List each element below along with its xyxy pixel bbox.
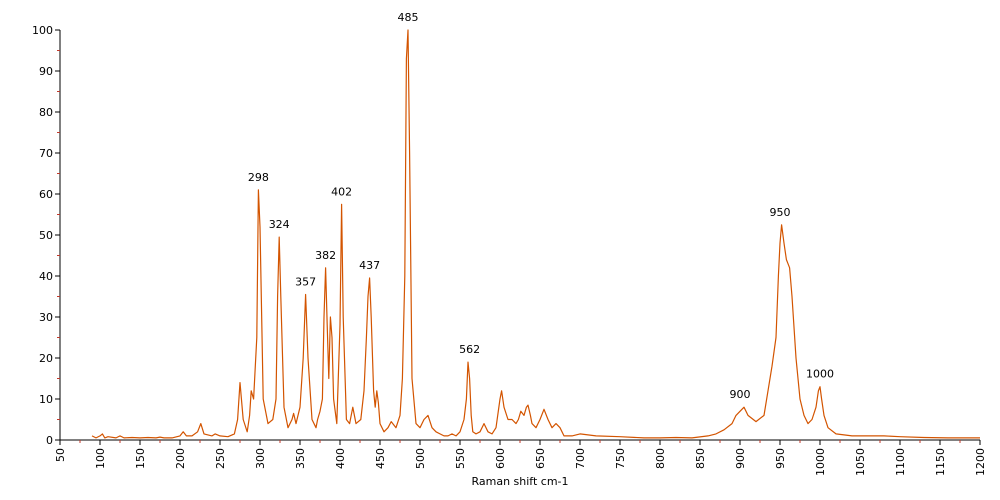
y-tick-label: 100 — [32, 24, 53, 37]
y-tick-label: 30 — [39, 311, 53, 324]
minor-ticks — [57, 50, 961, 443]
x-tick-label: 1150 — [934, 448, 947, 476]
peak-label: 950 — [770, 206, 791, 219]
x-tick-label: 900 — [734, 448, 747, 469]
peak-label: 382 — [315, 249, 336, 262]
x-tick-label: 350 — [294, 448, 307, 469]
y-tick-label: 0 — [46, 434, 53, 447]
y-ticks: 0 10 20 30 40 50 60 70 80 90 100 — [32, 24, 60, 447]
x-tick-label: 150 — [134, 448, 147, 469]
x-tick-label: 250 — [214, 448, 227, 469]
peak-label: 562 — [459, 343, 480, 356]
y-tick-label: 50 — [39, 229, 53, 242]
x-tick-label: 600 — [494, 448, 507, 469]
y-tick-label: 90 — [39, 65, 53, 78]
x-tick-label: 850 — [694, 448, 707, 469]
x-axis-title: Raman shift cm-1 — [471, 475, 568, 488]
y-tick-label: 70 — [39, 147, 53, 160]
x-tick-label: 500 — [414, 448, 427, 469]
x-tick-label: 750 — [614, 448, 627, 469]
peak-label: 324 — [269, 218, 290, 231]
peak-label: 298 — [248, 171, 269, 184]
x-tick-label: 450 — [374, 448, 387, 469]
peak-labels: 298 324 357 382 402 437 485 562 900 950 1000 — [248, 11, 834, 401]
series-group — [91, 29, 980, 439]
y-tick-label: 60 — [39, 188, 53, 201]
peak-label: 437 — [359, 259, 380, 272]
x-tick-label: 1200 — [974, 448, 987, 476]
y-tick-label: 40 — [39, 270, 53, 283]
spectrum-line-0 — [91, 29, 980, 439]
x-tick-label: 300 — [254, 448, 267, 469]
x-tick-label: 1100 — [894, 448, 907, 476]
x-tick-label: 800 — [654, 448, 667, 469]
x-tick-label: 400 — [334, 448, 347, 469]
x-tick-label: 1050 — [854, 448, 867, 476]
x-tick-label: 700 — [574, 448, 587, 469]
x-tick-label: 1000 — [814, 448, 827, 476]
x-tick-label: 650 — [534, 448, 547, 469]
peak-label: 485 — [398, 11, 419, 24]
y-tick-label: 80 — [39, 106, 53, 119]
peak-label: 357 — [295, 275, 316, 288]
x-ticks: 50 100 150 200 250 300 350 400 450 500 550 600 650 70… — [54, 440, 987, 476]
x-tick-label: 950 — [774, 448, 787, 469]
peak-label: 1000 — [806, 368, 834, 381]
peak-label: 900 — [730, 388, 751, 401]
y-tick-label: 20 — [39, 352, 53, 365]
x-tick-label: 50 — [54, 448, 67, 462]
axes — [59, 30, 980, 441]
y-tick-label: 10 — [39, 393, 53, 406]
x-tick-label: 200 — [174, 448, 187, 469]
x-tick-label: 100 — [94, 448, 107, 469]
x-tick-label: 550 — [454, 448, 467, 469]
peak-label: 402 — [331, 185, 352, 198]
